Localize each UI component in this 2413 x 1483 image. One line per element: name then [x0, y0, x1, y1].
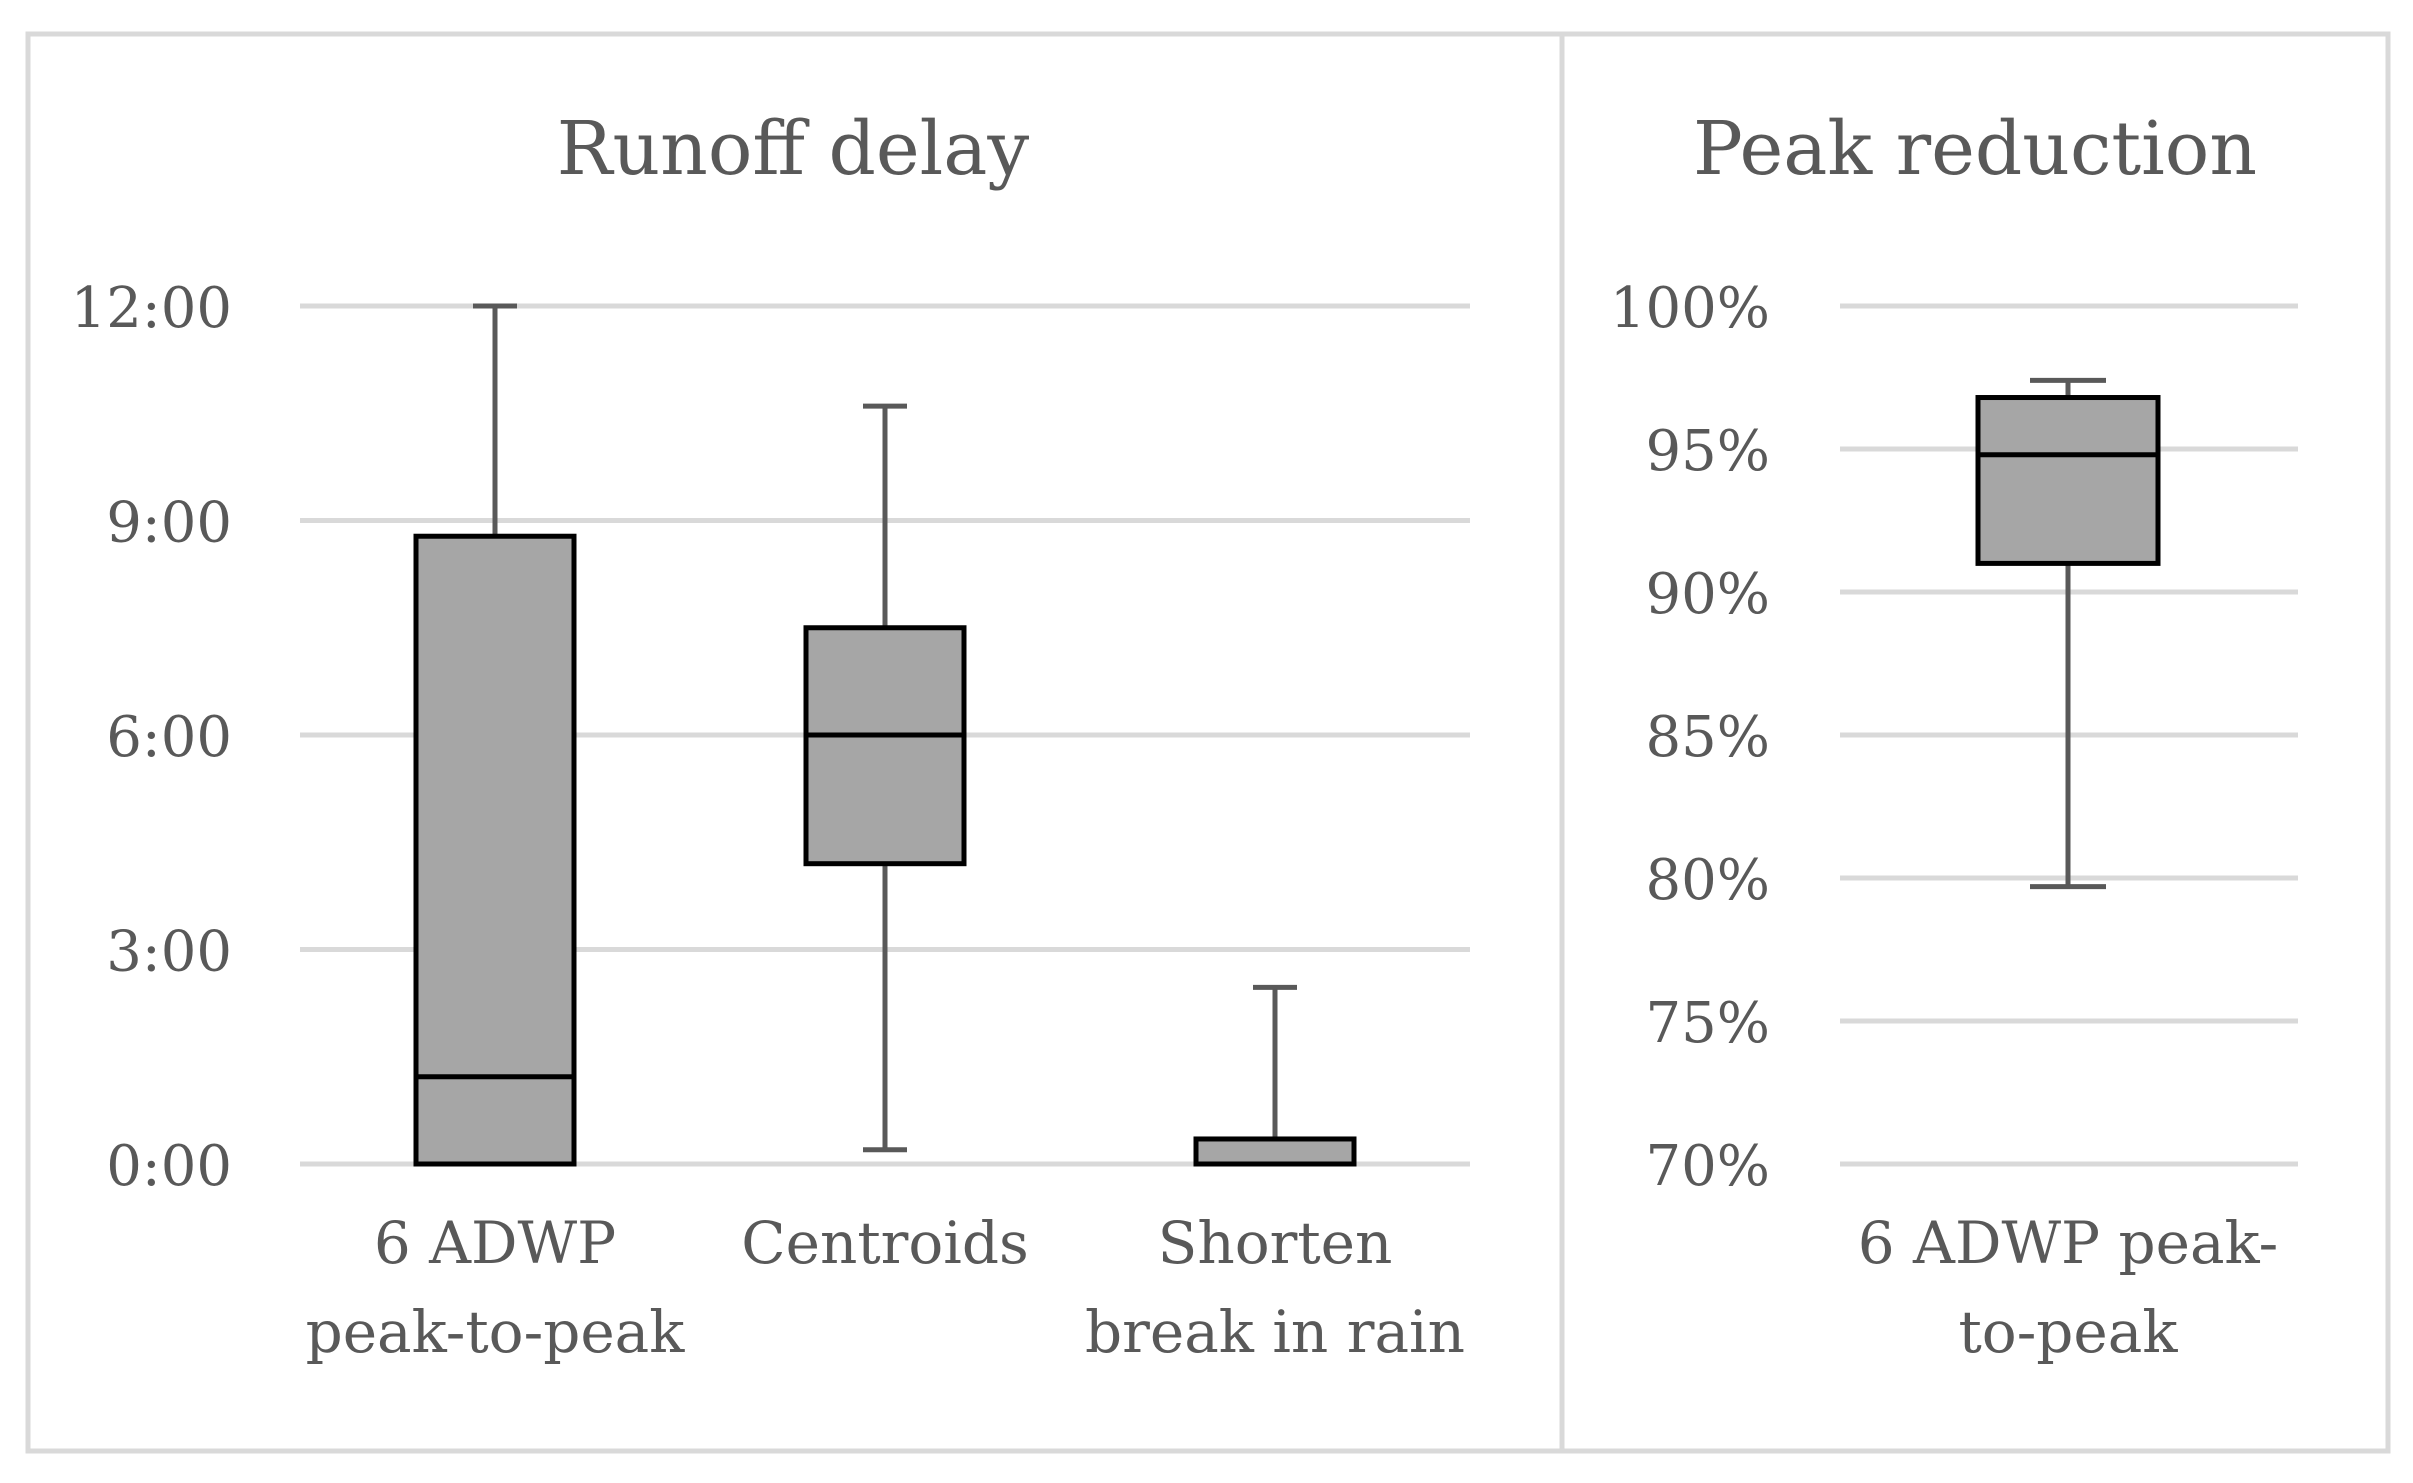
y-tick-label: 95% [1646, 419, 1770, 484]
y-tick-label: 75% [1646, 991, 1770, 1056]
category-label-line: Shorten [1158, 1209, 1393, 1277]
y-axis-tick-labels: 70% 75% 80% 85% 90% 95% 100% [1610, 276, 1770, 1199]
box-plot [1975, 377, 2161, 890]
y-tick-label: 80% [1646, 848, 1770, 913]
interquartile-box [1193, 1136, 1357, 1167]
chart-title: Peak reduction [1693, 106, 2257, 192]
category-label: 6 ADWP peak-to-peak [1858, 1209, 2279, 1366]
category-labels: 6 ADWP peak-to-peak [1858, 1209, 2279, 1366]
y-tick-label: 85% [1646, 705, 1770, 770]
y-tick-label: 100% [1610, 276, 1770, 341]
category-label-line: 6 ADWP [374, 1209, 616, 1277]
interquartile-box [803, 625, 967, 867]
category-label: Shorten break in rain [1085, 1209, 1465, 1366]
category-labels: 6 ADWP peak-to-peak Centroids Shorten break … [306, 1209, 1465, 1366]
category-label-line: peak-to-peak [306, 1298, 686, 1366]
interquartile-box [413, 533, 577, 1167]
y-tick-label: 0:00 [106, 1134, 232, 1199]
category-label: 6 ADWP peak-to-peak [306, 1209, 686, 1366]
category-label: Centroids [741, 1209, 1028, 1277]
y-tick-label: 9:00 [106, 491, 232, 556]
runoff-delay-panel: Runoff delay 0:00 3:00 6:00 9:00 12:00 6 ADW… [71, 106, 1470, 1366]
category-label-line: break in rain [1085, 1298, 1465, 1366]
peak-reduction-panel: Peak reduction 70% 75% 80% 85% 90% 95% 100% 6 … [1610, 106, 2298, 1366]
box-plot [1193, 984, 1357, 1167]
interquartile-box [1975, 395, 2161, 566]
box-plot [413, 303, 577, 1167]
category-label-line: 6 ADWP peak- [1858, 1209, 2279, 1277]
y-tick-label: 3:00 [106, 920, 232, 985]
category-label-line: Centroids [741, 1209, 1028, 1277]
y-tick-label: 6:00 [106, 705, 232, 770]
y-tick-label: 90% [1646, 562, 1770, 627]
box-series [1975, 377, 2161, 890]
box-plot [803, 403, 967, 1153]
y-axis-tick-labels: 0:00 3:00 6:00 9:00 12:00 [71, 276, 232, 1199]
box-series [413, 303, 1357, 1167]
category-label-line: to-peak [1958, 1298, 2178, 1366]
y-tick-label: 70% [1646, 1134, 1770, 1199]
chart-title: Runoff delay [557, 106, 1030, 192]
y-tick-label: 12:00 [71, 276, 232, 341]
